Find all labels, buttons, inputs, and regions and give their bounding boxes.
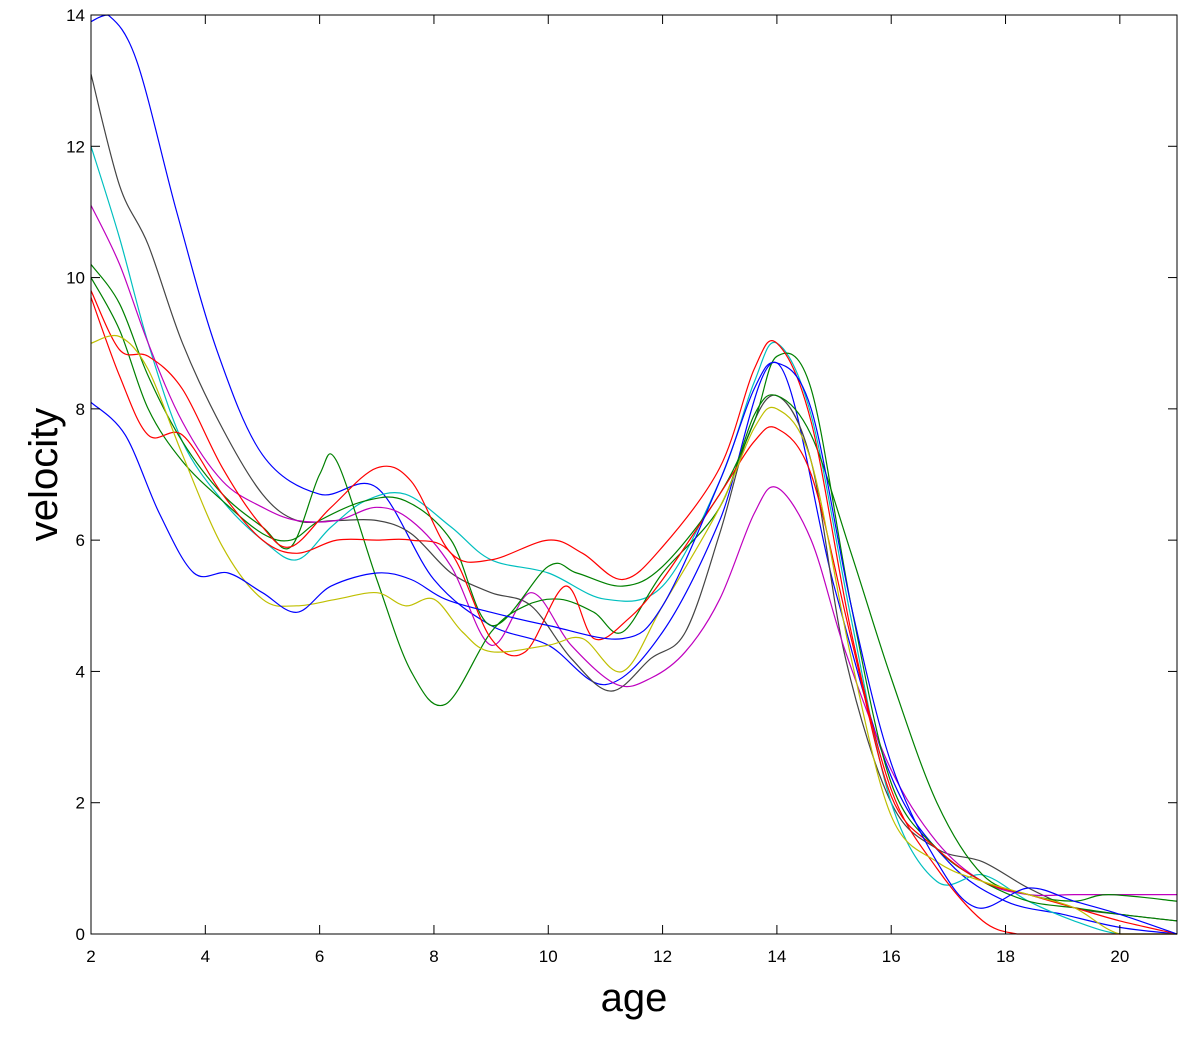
series-line-5 bbox=[90, 264, 1178, 902]
x-tick-label: 2 bbox=[86, 947, 95, 966]
y-tick-label: 0 bbox=[76, 925, 85, 944]
x-tick-label: 4 bbox=[201, 947, 210, 966]
series-line-4 bbox=[90, 205, 1177, 897]
x-tick-label: 20 bbox=[1110, 947, 1129, 966]
y-tick-label: 12 bbox=[66, 137, 85, 156]
plot-frame bbox=[90, 14, 1178, 935]
x-axis-label: age bbox=[601, 976, 668, 1020]
series-line-2 bbox=[90, 73, 1178, 922]
series-line-3 bbox=[90, 146, 1177, 935]
y-tick-label: 10 bbox=[66, 269, 85, 288]
y-tick-label: 6 bbox=[76, 531, 85, 550]
x-tick-label: 12 bbox=[653, 947, 672, 966]
x-tick-label: 18 bbox=[996, 947, 1015, 966]
x-tick-label: 10 bbox=[539, 947, 558, 966]
x-tick-label: 16 bbox=[882, 947, 901, 966]
y-tick-label: 2 bbox=[76, 794, 85, 813]
series-line-8 bbox=[90, 297, 1178, 935]
y-tick-label: 8 bbox=[76, 400, 85, 419]
series-line-1 bbox=[90, 14, 1178, 935]
series-line-7 bbox=[90, 290, 1177, 935]
y-tick-label: 4 bbox=[76, 662, 85, 681]
y-tick-label: 14 bbox=[66, 6, 85, 25]
series-line-9 bbox=[90, 335, 1177, 935]
series-layer bbox=[90, 14, 1178, 935]
y-axis-label: velocity bbox=[22, 408, 66, 541]
series-line-6 bbox=[90, 277, 1178, 922]
x-tick-label: 14 bbox=[767, 947, 786, 966]
x-tick-label: 6 bbox=[315, 947, 324, 966]
series-line-10 bbox=[90, 361, 1178, 935]
x-tick-label: 8 bbox=[429, 947, 438, 966]
